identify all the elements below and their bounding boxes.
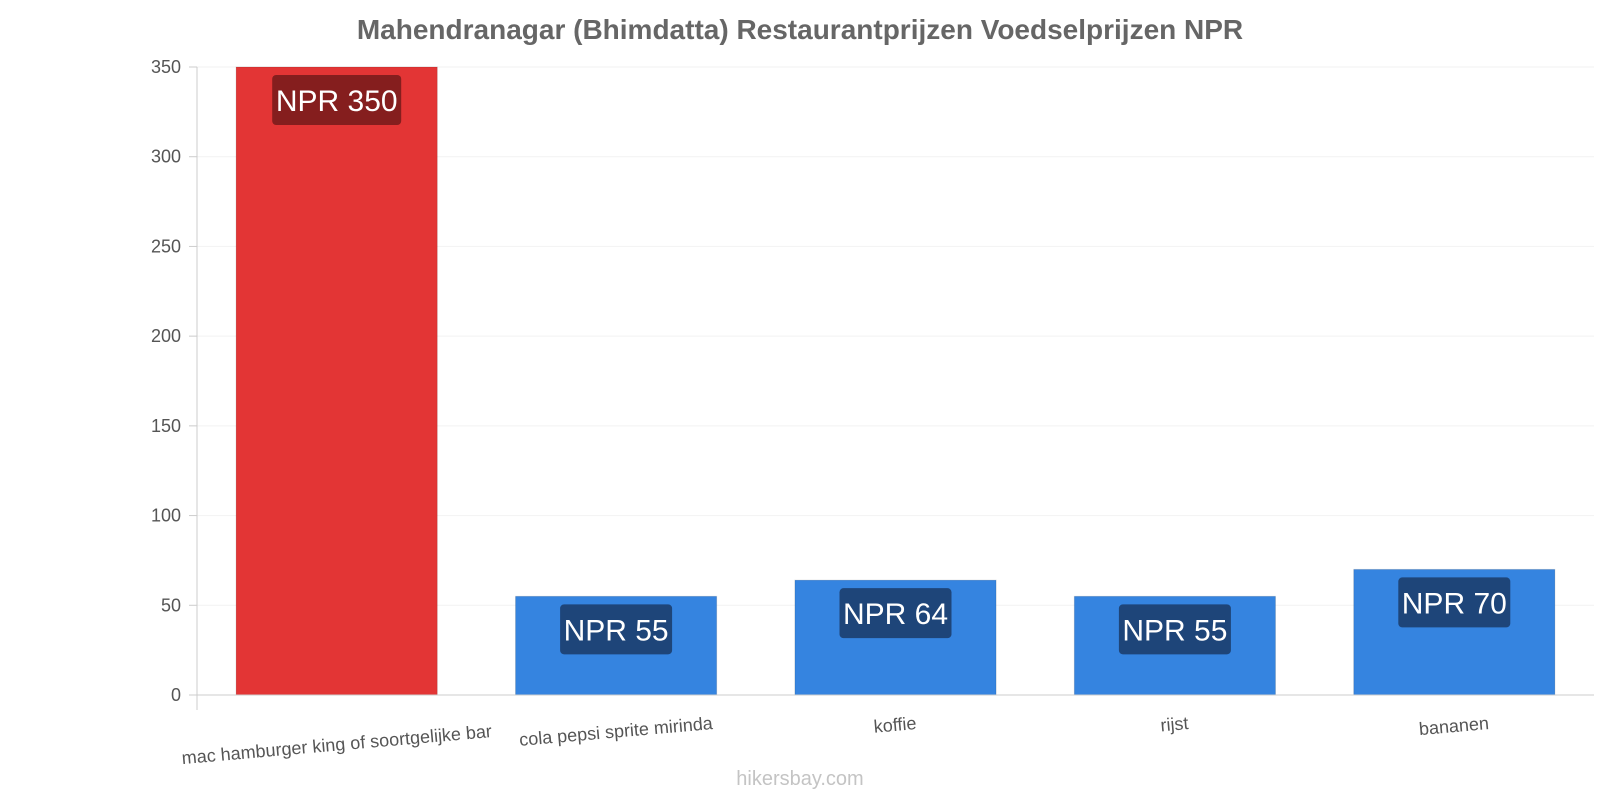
y-tick-label: 100: [151, 506, 181, 526]
value-label-box: [1118, 604, 1231, 655]
value-label-box: [1398, 577, 1511, 628]
value-labels: NPR 350 NPR 55 NPR 64 NPR 55 NPR 70: [272, 75, 1511, 655]
value-label: NPR 55: [1122, 614, 1227, 647]
category-label: rijst: [1160, 713, 1190, 735]
category-label: cola pepsi sprite mirinda: [518, 713, 714, 750]
y-tick-label: 150: [151, 416, 181, 436]
y-tick-label: 50: [161, 595, 181, 615]
value-label: NPR 64: [843, 598, 948, 631]
value-label-box: [272, 75, 402, 125]
y-tick-label: 350: [151, 57, 181, 77]
watermark: hikersbay.com: [736, 768, 864, 790]
y-tick-label: 0: [171, 685, 181, 705]
category-label: koffie: [873, 713, 917, 737]
category-label: mac hamburger king of soortgelijke bar: [181, 721, 493, 768]
y-tick-label: 200: [151, 326, 181, 346]
value-label-box: [839, 588, 952, 639]
bar: [235, 66, 438, 696]
value-label-box: [560, 604, 673, 655]
chart-title: Mahendranagar (Bhimdatta) Restaurantprij…: [356, 14, 1244, 45]
value-label: NPR 350: [276, 85, 398, 118]
value-label: NPR 55: [564, 614, 669, 647]
value-label: NPR 70: [1402, 587, 1507, 620]
y-tick-label: 250: [151, 236, 181, 256]
category-label: bananen: [1418, 713, 1490, 739]
y-tick-label: 300: [151, 147, 181, 167]
